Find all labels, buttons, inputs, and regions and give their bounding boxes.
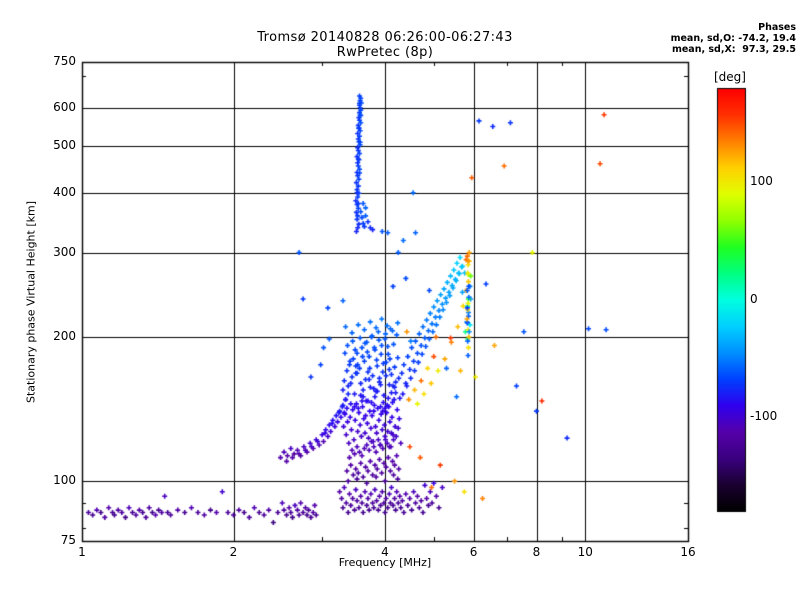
x-tick-label: 2 <box>229 545 238 559</box>
colorbar-unit-label: [deg] <box>714 70 746 84</box>
x-tick-label: 10 <box>577 545 593 559</box>
y-tick-label-layer: 75 100 200 300 400 500 600 750 <box>36 0 76 600</box>
x-tick-label: 1 <box>78 545 86 559</box>
y-tick-label: 200 <box>53 328 76 343</box>
y-tick-label: 400 <box>53 184 76 199</box>
colorbar-tick-label: -100 <box>750 409 778 423</box>
x-tick-label: 16 <box>680 545 696 559</box>
colorbar-tick-label: 0 <box>750 291 758 306</box>
y-tick-label: 750 <box>53 54 76 68</box>
colorbar-tick-label: 100 <box>750 174 773 188</box>
x-axis-label: Frequency [MHz] <box>338 556 432 569</box>
y-tick-label: 75 <box>60 533 76 547</box>
y-tick-label: 300 <box>53 244 76 259</box>
x-tick-label: 6 <box>469 545 478 559</box>
x-tick-label: 8 <box>532 545 541 559</box>
y-tick-label: 100 <box>53 473 76 488</box>
y-tick-label: 500 <box>53 138 76 153</box>
x-tick-label: 4 <box>381 545 389 559</box>
y-tick-label: 600 <box>53 100 76 115</box>
